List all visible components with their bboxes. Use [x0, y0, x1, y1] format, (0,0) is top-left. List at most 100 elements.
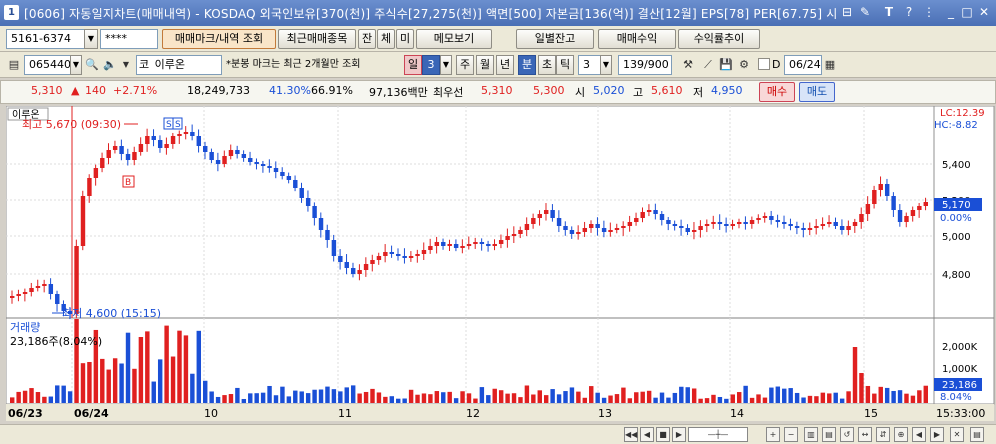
account-select[interactable]: 5161-6374 [6, 29, 96, 49]
help-icon[interactable]: ? [905, 5, 913, 19]
best-ask: 5,310 [481, 84, 513, 97]
stop-icon[interactable]: ■ [656, 427, 670, 442]
daily-balance-button[interactable]: 일별잔고 [516, 29, 594, 49]
period-day-button[interactable]: 일 [404, 55, 422, 75]
pin-icon[interactable]: ✎ [859, 5, 871, 19]
candle [396, 254, 401, 256]
calendar-icon[interactable]: ▦ [824, 58, 836, 71]
date-input[interactable]: 06/24 [784, 55, 822, 75]
volume-bar [794, 392, 800, 403]
candle [460, 246, 465, 248]
candle [717, 222, 723, 224]
trade-mark-view-button[interactable]: 매매마크/내역 조회 [162, 29, 276, 49]
zoom-in-icon[interactable]: + [766, 427, 780, 442]
candle [775, 220, 781, 222]
volume-bar [724, 398, 729, 403]
code-dropdown-icon[interactable]: ▼ [70, 55, 82, 75]
tool-h-icon[interactable]: ▶ [930, 427, 944, 442]
tool-b-icon[interactable]: ▤ [822, 427, 836, 442]
volume-bar [447, 391, 452, 403]
candle [280, 172, 285, 176]
filled-button[interactable]: 체 [377, 29, 395, 49]
account-dropdown-icon[interactable]: ▼ [84, 29, 98, 49]
zoom-slider[interactable]: —┼— [688, 427, 748, 442]
tool-d-icon[interactable]: ↔ [858, 427, 872, 442]
candle [157, 140, 163, 148]
sound-icon[interactable]: 🔈 [103, 58, 117, 71]
link-icon[interactable]: ⊟ [841, 5, 853, 19]
x-axis-label: 06/23 [8, 407, 43, 420]
chart-canvas[interactable]: 5,400 5,200 5,000 4,800 LC:12.39 HC:-8.8… [6, 106, 996, 422]
period-tick-button[interactable]: 틱 [556, 55, 574, 75]
period-dropdown-icon[interactable]: ▼ [440, 55, 452, 75]
tool-c-icon[interactable]: ↺ [840, 427, 854, 442]
buy-button[interactable]: 매수 [759, 82, 795, 102]
period-week-button[interactable]: 주 [456, 55, 474, 75]
price-tick-label: 5,000 [942, 232, 971, 243]
high-price: 5,610 [651, 84, 683, 97]
candle [589, 224, 594, 228]
minimize-icon[interactable]: _ [948, 5, 954, 19]
volume-bar [640, 391, 645, 403]
volume-bar [531, 394, 536, 403]
search-icon[interactable]: 🔍 [85, 58, 99, 71]
tool-j-icon[interactable]: ▤ [970, 427, 984, 442]
tool-i-icon[interactable]: ✕ [950, 427, 964, 442]
period-second-button[interactable]: 초 [538, 55, 556, 75]
sound-dropdown-icon[interactable]: ▼ [122, 60, 130, 69]
volume-bar [736, 392, 742, 403]
period-number[interactable]: 3 [422, 55, 440, 75]
unfilled-button[interactable]: 미 [396, 29, 414, 49]
tool-g-icon[interactable]: ◀ [912, 427, 926, 442]
balance-button[interactable]: 잔 [358, 29, 376, 49]
candle [904, 216, 909, 222]
volume-bar [215, 396, 221, 403]
candle [807, 228, 813, 230]
candle [711, 222, 716, 224]
candle [209, 152, 214, 160]
period-year-button[interactable]: 년 [496, 55, 514, 75]
sell-button[interactable]: 매도 [799, 82, 835, 102]
candle [132, 152, 137, 160]
volume-bar [595, 392, 600, 403]
candle [357, 270, 362, 274]
tool-a-icon[interactable]: ▥ [804, 427, 818, 442]
indicator-icon[interactable]: ⚒ [683, 58, 693, 71]
volume-bar [479, 387, 485, 403]
gear-icon[interactable]: ⚙ [739, 58, 749, 71]
zoom-out-icon[interactable]: − [784, 427, 798, 442]
up-arrow-icon: ▲ [71, 84, 80, 97]
candle [691, 230, 697, 232]
ruler-icon[interactable]: 𝗧 [884, 5, 894, 19]
scroll-prev-icon[interactable]: ◀ [640, 427, 654, 442]
period-minute-button[interactable]: 분 [518, 55, 536, 75]
volume-bar [254, 393, 259, 403]
scroll-first-icon[interactable]: ◀◀ [624, 427, 638, 442]
draw-tool-icon[interactable]: ⟋ [704, 58, 712, 71]
return-trend-button[interactable]: 수익률추이 [678, 29, 760, 49]
price-chart[interactable]: 5,400 5,200 5,000 4,800 LC:12.39 HC:-8.8… [6, 106, 996, 422]
tool-e-icon[interactable]: ⇵ [876, 427, 890, 442]
maximize-icon[interactable]: □ [961, 5, 973, 19]
candle [254, 162, 259, 164]
data-count-field[interactable]: 139/900 [618, 55, 672, 75]
menu-icon[interactable]: ⋮ [923, 5, 935, 19]
stock-code-input[interactable]: 065440 [24, 55, 82, 75]
chart-settings-icon[interactable]: ▤ [8, 58, 20, 71]
memo-view-button[interactable]: 메모보기 [416, 29, 492, 49]
recent-trade-button[interactable]: 최근매매종목 [278, 29, 356, 49]
close-icon[interactable]: ✕ [978, 5, 990, 19]
date-checkbox[interactable] [758, 58, 770, 70]
scroll-next-icon[interactable]: ▶ [672, 427, 686, 442]
trade-profit-button[interactable]: 매매수익 [598, 29, 676, 49]
volume-bar [196, 330, 202, 403]
candle [228, 150, 234, 156]
candle [505, 236, 510, 240]
lc-label: LC:12.39 [940, 108, 985, 119]
tool-f-icon[interactable]: ⊕ [894, 427, 908, 442]
volume-bar [666, 397, 671, 403]
tick-dropdown-icon[interactable]: ▼ [600, 55, 612, 75]
period-month-button[interactable]: 월 [476, 55, 494, 75]
password-input[interactable]: **** [100, 29, 158, 49]
save-icon[interactable]: 💾 [719, 58, 733, 71]
